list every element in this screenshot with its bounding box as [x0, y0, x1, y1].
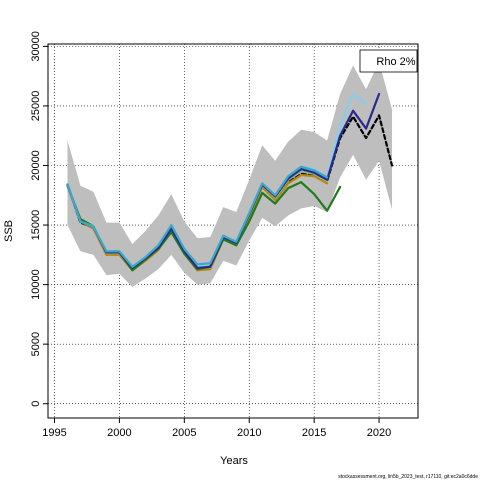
series-line [66, 165, 329, 268]
y-tick-label: 0 [30, 401, 42, 407]
confidence-band-layer [67, 61, 393, 287]
series-lines-layer [66, 92, 394, 272]
y-tick-label: 30000 [30, 31, 42, 62]
y-tick-label: 20000 [30, 150, 42, 181]
legend-label: Rho 2% [376, 56, 415, 68]
x-axis-label: Years [220, 455, 248, 467]
x-tick-label: 2020 [367, 427, 391, 439]
plot-box [47, 43, 419, 419]
y-axis: 0 5000 10000 15000 20000 25000 30000 [30, 31, 48, 407]
x-axis: 1995 2000 2005 2010 2015 2020 [42, 418, 391, 439]
y-tick-label: 5000 [30, 332, 42, 356]
legend: Rho 2% [359, 49, 418, 73]
x-tick-label: 2010 [237, 427, 261, 439]
x-tick-label: 2005 [172, 427, 196, 439]
series-line [66, 173, 329, 272]
confidence-band [67, 61, 393, 287]
footer-caption: stockassessment.org, lin5b_2023_test, r1… [338, 474, 478, 480]
y-tick-label: 15000 [30, 210, 42, 241]
legend-box [359, 49, 418, 73]
y-tick-label: 25000 [30, 91, 42, 122]
y-axis-label: SSB [3, 220, 15, 242]
x-tick-label: 2000 [107, 427, 131, 439]
x-tick-label: 2015 [302, 427, 326, 439]
x-tick-label: 1995 [42, 427, 66, 439]
y-tick-label: 10000 [30, 269, 42, 300]
